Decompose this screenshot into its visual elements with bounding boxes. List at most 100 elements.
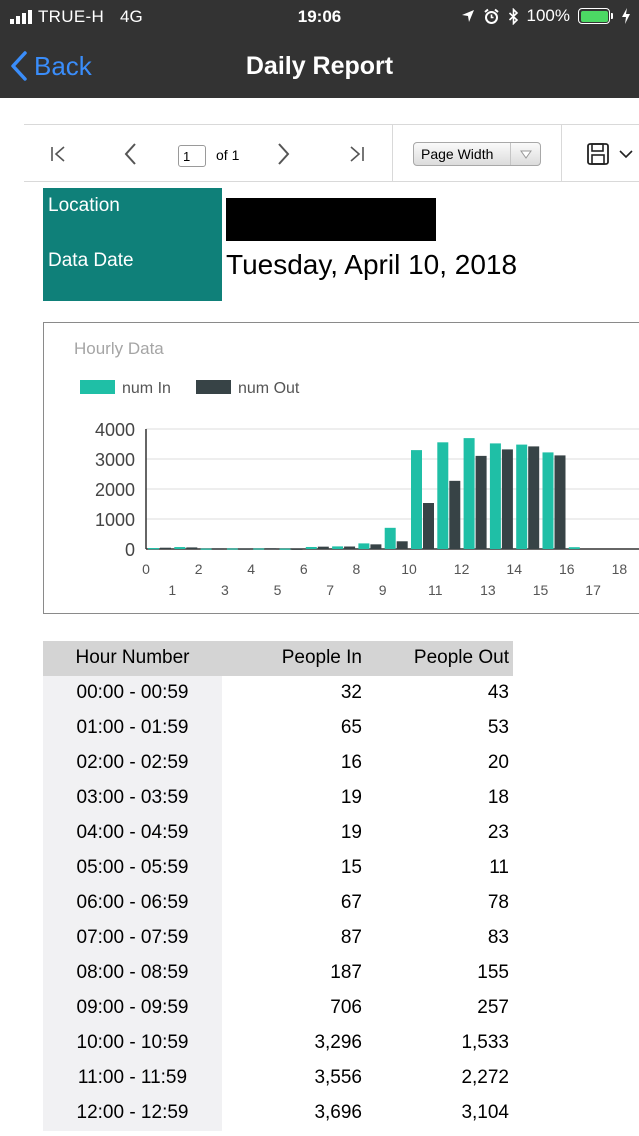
table-row: 07:00 - 07:59 87 83 [43, 921, 513, 956]
location-value-redacted [226, 198, 436, 241]
chart-canvas: Hourly Data num In num Out 40003000200010… [74, 339, 639, 598]
people-in-cell: 3,556 [314, 1067, 362, 1088]
save-icon [587, 143, 609, 165]
x-tick-label: 1 [168, 582, 176, 598]
x-tick-label: 9 [379, 582, 387, 598]
bar-num-out [238, 548, 250, 550]
charging-icon [622, 8, 630, 24]
page-number-input[interactable] [178, 145, 206, 167]
bar-num-in [253, 548, 265, 550]
header-people-out: People Out [413, 647, 509, 668]
next-page-button[interactable] [270, 141, 296, 167]
bar-num-in [516, 444, 528, 549]
people-in-cell: 706 [330, 997, 362, 1018]
chart-title: Hourly Data [74, 339, 164, 358]
bar-num-in [148, 548, 159, 550]
status-bar-right: 100% [461, 6, 631, 26]
report-labels-box: Location Data Date [43, 188, 222, 301]
location-arrow-icon [461, 10, 474, 22]
bar-num-out [160, 547, 171, 549]
first-page-button[interactable] [46, 141, 72, 167]
y-tick-label: 0 [125, 540, 135, 560]
hourly-table: Hour Number People In People Out 00:00 -… [43, 641, 513, 1131]
people-out-cell: 18 [487, 787, 509, 808]
people-in-cell: 32 [340, 682, 362, 703]
navigation-bar: Back Daily Report [0, 34, 639, 98]
status-bar-left: TRUE-H 4G [10, 7, 143, 27]
legend-label: num In [122, 380, 171, 397]
people-out-cell: 3,104 [461, 1102, 509, 1123]
alarm-icon [483, 8, 499, 24]
people-in-cell: 19 [340, 787, 362, 808]
zoom-select-value: Page Width [421, 146, 494, 162]
hour-cell: 09:00 - 09:59 [43, 991, 222, 1026]
bar-num-out [528, 446, 540, 549]
bar-num-out [449, 480, 461, 549]
carrier-name: TRUE-H [38, 7, 105, 26]
status-bar: TRUE-H 4G 19:06 100% [0, 0, 639, 34]
bar-num-in [358, 543, 370, 549]
zoom-select[interactable]: Page Width [413, 142, 541, 166]
bar-num-out [396, 541, 408, 549]
x-tick-label: 14 [506, 561, 522, 577]
battery-fill [580, 10, 608, 22]
header-people-in: People In [281, 647, 362, 668]
hour-cell: 00:00 - 00:59 [43, 676, 222, 711]
page-title: Daily Report [245, 52, 394, 80]
x-tick-label: 4 [247, 561, 255, 577]
x-tick-label: 3 [221, 582, 229, 598]
y-tick-label: 1000 [95, 510, 135, 530]
chart-bars [148, 438, 580, 550]
location-label: Location [48, 195, 120, 216]
people-out-cell: 83 [487, 927, 509, 948]
signal-icon [10, 10, 32, 24]
people-out-cell: 155 [477, 962, 509, 983]
hour-cell: 04:00 - 04:59 [43, 816, 222, 851]
hour-cell: 10:00 - 10:59 [43, 1026, 222, 1061]
table-row: 12:00 - 12:59 3,696 3,104 [43, 1096, 513, 1131]
x-tick-label: 5 [274, 582, 282, 598]
legend-label: num Out [238, 380, 300, 397]
x-tick-label: 15 [533, 582, 549, 598]
x-tick-label: 2 [195, 561, 203, 577]
x-tick-label: 13 [480, 582, 496, 598]
previous-page-icon [124, 143, 136, 165]
header-hour-number: Hour Number [75, 647, 190, 668]
previous-page-button[interactable] [118, 141, 144, 167]
bar-num-in [411, 450, 422, 549]
export-menu-button[interactable] [584, 141, 636, 167]
people-in-cell: 187 [330, 962, 362, 983]
people-in-cell: 3,296 [314, 1032, 362, 1053]
people-out-cell: 2,272 [461, 1067, 509, 1088]
people-out-cell: 78 [487, 892, 509, 913]
bar-num-out [317, 546, 329, 549]
bar-num-out [212, 548, 224, 550]
bar-num-out [344, 546, 356, 549]
hour-cell: 05:00 - 05:59 [43, 851, 222, 886]
bar-num-in [542, 452, 554, 549]
bar-num-in [305, 546, 317, 549]
table-row: 04:00 - 04:59 19 23 [43, 816, 513, 851]
people-in-cell: 87 [340, 927, 362, 948]
x-tick-label: 6 [300, 561, 308, 577]
hour-cell: 11:00 - 11:59 [43, 1061, 222, 1096]
toolbar-separator [392, 125, 393, 182]
table-row: 08:00 - 08:59 187 155 [43, 956, 513, 991]
hour-cell: 02:00 - 02:59 [43, 746, 222, 781]
table-row: 02:00 - 02:59 16 20 [43, 746, 513, 781]
back-button[interactable]: Back [10, 46, 92, 86]
x-tick-label: 11 [428, 582, 443, 598]
bar-num-in [226, 548, 238, 550]
last-page-button[interactable] [343, 141, 369, 167]
people-in-cell: 3,696 [314, 1102, 362, 1123]
people-in-cell: 19 [340, 822, 362, 843]
hour-cell: 08:00 - 08:59 [43, 956, 222, 991]
hourly-chart: Hourly Data num In num Out 4000 3000 2000 10… [43, 322, 639, 614]
x-axis-ticks: 0 2 4 6 8 10 12 14 16 181 3 5 7 9 11 13 15 17 [142, 561, 627, 598]
bar-num-in [384, 527, 396, 549]
bar-num-out [291, 548, 303, 550]
bar-num-out [370, 544, 382, 549]
bluetooth-icon [508, 7, 518, 25]
x-tick-label: 17 [585, 582, 601, 598]
x-tick-label: 16 [559, 561, 575, 577]
